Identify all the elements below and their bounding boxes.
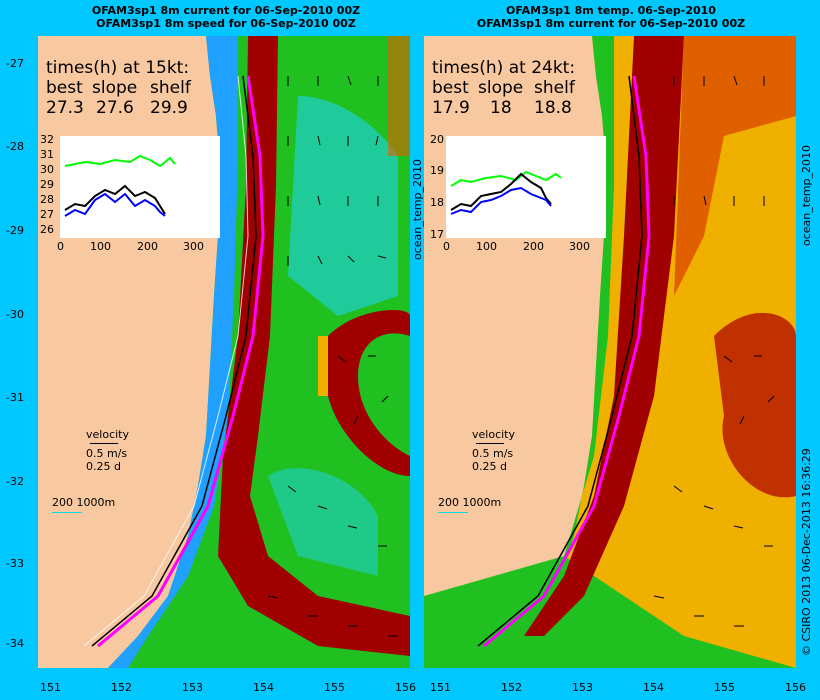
left-depth-legend: 200 1000m bbox=[52, 496, 116, 509]
left-side-label: ocean_temp_2010 bbox=[411, 158, 424, 260]
lat-tick: -30 bbox=[6, 308, 24, 321]
right-velocity-arrow bbox=[476, 443, 504, 444]
left-times-value-slope: 27.6 bbox=[96, 98, 134, 118]
right-velocity-label: velocity bbox=[472, 428, 515, 441]
left-times-label-best: best bbox=[46, 78, 83, 98]
right-depth-legend: 200 1000m bbox=[438, 496, 502, 509]
lon-tick: 155 bbox=[324, 681, 345, 694]
lon-tick: 151 bbox=[40, 681, 61, 694]
lat-tick: -31 bbox=[6, 391, 24, 404]
left-times-value-shelf: 29.9 bbox=[150, 98, 188, 118]
right-velocity-time: 0.25 d bbox=[472, 460, 507, 473]
left-inset-ytick: 26 bbox=[40, 223, 54, 236]
left-times-label-slope: slope bbox=[92, 78, 138, 98]
lat-tick: -34 bbox=[6, 637, 24, 650]
left-inset-xtick: 300 bbox=[183, 240, 204, 253]
right-inset-xtick: 300 bbox=[569, 240, 590, 253]
right-inset-xtick: 0 bbox=[443, 240, 450, 253]
lon-tick: 154 bbox=[253, 681, 274, 694]
left-times-value-best: 27.3 bbox=[46, 98, 84, 118]
left-times-label-shelf: shelf bbox=[150, 78, 191, 98]
left-velocity-label: velocity bbox=[86, 428, 129, 441]
lon-tick: 152 bbox=[111, 681, 132, 694]
lon-tick: 152 bbox=[501, 681, 522, 694]
lat-tick: -29 bbox=[6, 224, 24, 237]
right-inset-xtick: 200 bbox=[523, 240, 544, 253]
temperature-map[interactable] bbox=[424, 36, 796, 668]
left-inset-ytick: 28 bbox=[40, 193, 54, 206]
left-inset-ytick: 27 bbox=[40, 208, 54, 221]
lat-tick: -33 bbox=[6, 557, 24, 570]
lon-tick: 156 bbox=[785, 681, 806, 694]
right-times-value-slope: 18 bbox=[490, 98, 512, 118]
right-side-label: ocean_temp_2010 bbox=[800, 144, 813, 246]
right-inset-ytick: 19 bbox=[430, 164, 444, 177]
left-inset-chart bbox=[60, 136, 220, 238]
left-inset-ytick: 32 bbox=[40, 133, 54, 146]
lon-tick: 156 bbox=[395, 681, 416, 694]
lat-tick: -27 bbox=[6, 57, 24, 70]
lat-tick: -28 bbox=[6, 140, 24, 153]
right-times-label-shelf: shelf bbox=[534, 78, 575, 98]
right-inset-ytick: 18 bbox=[430, 196, 444, 209]
right-velocity-speed: 0.5 m/s bbox=[472, 447, 514, 460]
left-inset-ytick: 29 bbox=[40, 178, 54, 191]
lon-tick: 155 bbox=[714, 681, 735, 694]
lon-tick: 153 bbox=[182, 681, 203, 694]
right-times-value-shelf: 18.8 bbox=[534, 98, 572, 118]
right-inset-ytick: 17 bbox=[430, 228, 444, 241]
footer-label: © CSIRO 2013 06-Dec-2013 16:36:29 bbox=[800, 448, 813, 656]
left-times-heading: times(h) at 15kt: bbox=[46, 58, 190, 78]
left-inset-xtick: 0 bbox=[57, 240, 64, 253]
lon-tick: 153 bbox=[572, 681, 593, 694]
left-depth-line bbox=[52, 512, 82, 513]
right-title-line2: OFAM3sp1 8m current for 06-Sep-2010 00Z bbox=[476, 17, 746, 30]
left-velocity-time: 0.25 d bbox=[86, 460, 121, 473]
left-title-line2: OFAM3sp1 8m speed for 06-Sep-2010 00Z bbox=[96, 17, 356, 30]
left-title-line1: OFAM3sp1 8m current for 06-Sep-2010 00Z bbox=[91, 4, 361, 17]
right-inset-svg bbox=[450, 170, 562, 215]
lon-tick: 151 bbox=[430, 681, 451, 694]
left-inset-ytick: 31 bbox=[40, 148, 54, 161]
right-times-label-best: best bbox=[432, 78, 469, 98]
current-speed-map[interactable] bbox=[38, 36, 410, 668]
right-inset-xtick: 100 bbox=[476, 240, 497, 253]
right-times-value-best: 17.9 bbox=[432, 98, 470, 118]
left-inset-xtick: 200 bbox=[137, 240, 158, 253]
lon-tick: 154 bbox=[643, 681, 664, 694]
temp-map-svg bbox=[424, 36, 796, 668]
lat-tick: -32 bbox=[6, 475, 24, 488]
speed-map-svg bbox=[38, 36, 410, 668]
left-velocity-speed: 0.5 m/s bbox=[86, 447, 128, 460]
right-inset-chart bbox=[446, 136, 606, 238]
right-times-heading: times(h) at 24kt: bbox=[432, 58, 576, 78]
left-inset-xtick: 100 bbox=[90, 240, 111, 253]
right-title-line1: OFAM3sp1 8m temp. 06-Sep-2010 bbox=[506, 4, 716, 17]
right-depth-line bbox=[438, 512, 468, 513]
left-velocity-arrow bbox=[90, 443, 118, 444]
right-times-label-slope: slope bbox=[478, 78, 524, 98]
right-inset-ytick: 20 bbox=[430, 133, 444, 146]
left-inset-ytick: 30 bbox=[40, 163, 54, 176]
left-inset-svg bbox=[64, 154, 176, 217]
